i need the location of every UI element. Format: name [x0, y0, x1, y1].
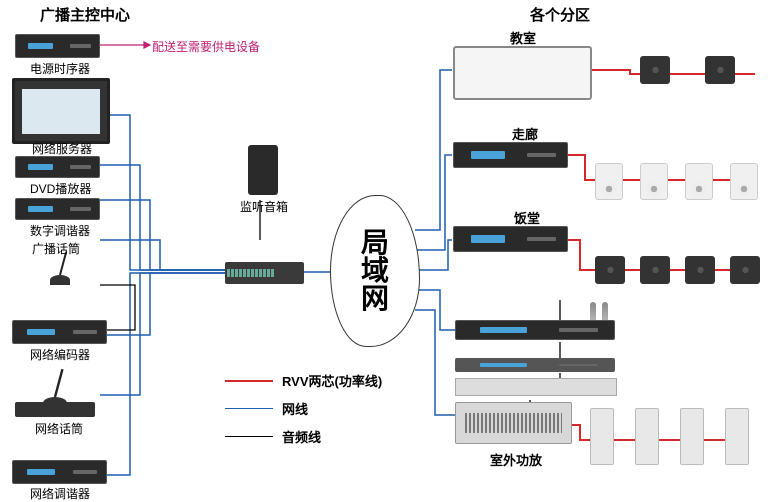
hall-spk-1: [595, 163, 623, 200]
cant-spk-2: [640, 256, 670, 284]
network-switch: [225, 262, 304, 284]
zone-outdoor: 室外功放: [490, 450, 542, 469]
label-server: 网络服务器: [32, 140, 92, 157]
wireless-receiver: [455, 320, 615, 340]
mixer-strip: [455, 358, 615, 372]
out-spk-3: [680, 408, 704, 465]
legend-line-rvv: [225, 380, 273, 382]
device-server: [12, 78, 110, 144]
label-power-note: 配送至需要供电设备: [152, 38, 260, 55]
hallway-amp: [453, 142, 568, 168]
lan-char-3: 网: [361, 285, 389, 313]
cant-spk-3: [685, 256, 715, 284]
legend-line-audio: [225, 436, 273, 437]
server-screen: [22, 89, 100, 134]
canteen-amp: [453, 226, 568, 252]
label-net-mic: 网络话筒: [35, 420, 83, 437]
device-encoder: [12, 320, 107, 344]
zone-canteen: 饭堂: [514, 208, 540, 227]
legend-audio: 音频线: [282, 427, 321, 446]
monitor-speaker: [248, 145, 278, 195]
device-power-seq: [15, 34, 100, 58]
label-net-tuner: 网络调谐器: [30, 485, 90, 502]
outdoor-amp: [455, 402, 572, 444]
cant-spk-1: [595, 256, 625, 284]
label-tuner: 数字调谐器: [30, 222, 90, 239]
device-dvd: [15, 156, 100, 178]
device-net-tuner: [12, 460, 107, 484]
out-spk-4: [725, 408, 749, 465]
classroom-spk-1: [640, 56, 670, 84]
label-dvd: DVD播放器: [30, 180, 91, 197]
hall-spk-3: [685, 163, 713, 200]
classroom-spk-2: [705, 56, 735, 84]
net-mic-base: [15, 402, 95, 417]
label-broadcast-mic: 广播话筒: [32, 240, 80, 257]
lan-cloud: 局 域 网: [330, 195, 420, 347]
zone-classroom: 教室: [510, 28, 536, 47]
header-right: 各个分区: [530, 4, 590, 25]
out-spk-1: [590, 408, 614, 465]
legend-net: 网线: [282, 399, 308, 418]
lan-char-1: 局: [361, 229, 389, 257]
out-spk-2: [635, 408, 659, 465]
label-monitor-speaker: 监听音箱: [240, 198, 288, 215]
hall-spk-2: [640, 163, 668, 200]
device-tuner: [15, 198, 100, 220]
header-left: 广播主控中心: [40, 4, 130, 25]
lan-char-2: 域: [361, 257, 389, 285]
classroom-controller: [453, 46, 592, 100]
legend-line-net: [225, 408, 273, 409]
proc-strip: [455, 378, 617, 396]
legend-rvv: RVV两芯(功率线): [282, 371, 382, 390]
label-power: 电源时序器: [30, 60, 90, 77]
hall-spk-4: [730, 163, 758, 200]
cant-spk-4: [730, 256, 760, 284]
zone-hallway: 走廊: [512, 124, 538, 143]
